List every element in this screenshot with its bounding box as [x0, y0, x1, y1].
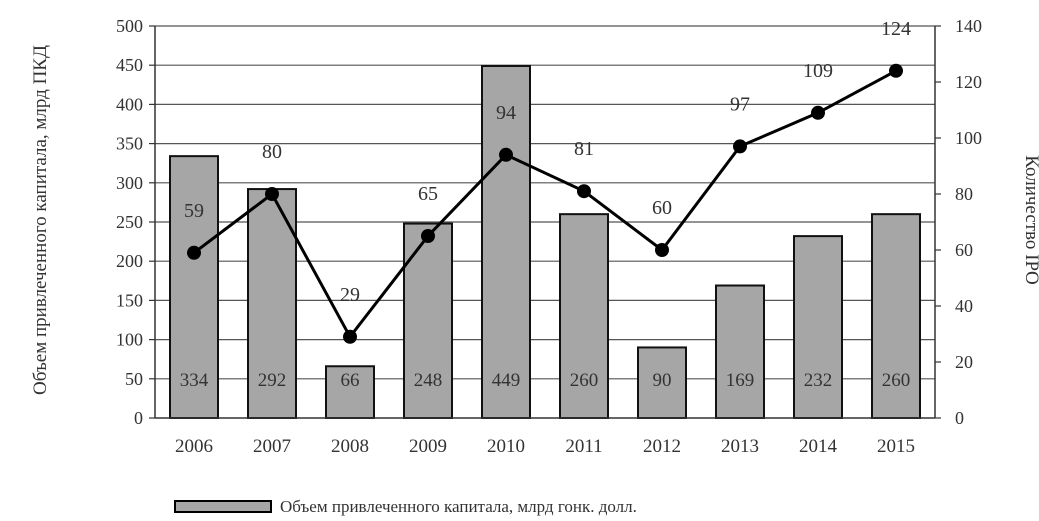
bar-value-label: 169 — [726, 370, 755, 391]
right-tick-label: 80 — [955, 184, 973, 204]
line-value-label: 59 — [184, 200, 204, 222]
x-tick-label: 2010 — [487, 436, 525, 457]
right-tick-label: 40 — [955, 296, 973, 316]
line-value-label: 109 — [803, 60, 833, 82]
line-value-label: 94 — [496, 102, 516, 124]
legend-label: Объем привлеченного капитала, млрд гонк.… — [280, 497, 637, 516]
bar-value-label: 260 — [882, 370, 911, 391]
line-point — [733, 139, 747, 154]
line-point — [811, 105, 825, 120]
line-point — [499, 147, 513, 162]
line-point — [343, 329, 357, 344]
line-value-label: 81 — [574, 138, 594, 160]
bar — [793, 235, 843, 419]
x-tick-label: 2011 — [565, 436, 602, 457]
left-tick-label: 250 — [116, 212, 143, 232]
bar — [871, 213, 921, 419]
x-tick-label: 2006 — [175, 436, 213, 457]
right-tick-label: 100 — [955, 128, 982, 148]
line-value-label: 65 — [418, 183, 438, 205]
left-tick-label: 50 — [125, 369, 143, 389]
left-tick-label: 350 — [116, 134, 143, 154]
bar-value-label: 449 — [492, 370, 521, 391]
bar-value-labels: 334 292 66 248 449 260 90 169 232 260 — [180, 370, 911, 391]
right-axis-ticks: 0 20 40 60 80 100 120 140 — [935, 16, 982, 428]
x-tick-label: 2009 — [409, 436, 447, 457]
x-tick-label: 2015 — [877, 436, 915, 457]
left-tick-label: 100 — [116, 330, 143, 350]
right-tick-label: 140 — [955, 16, 982, 36]
line-value-label: 60 — [652, 197, 672, 219]
left-tick-label: 450 — [116, 55, 143, 75]
line-point — [655, 243, 669, 257]
left-tick-label: 0 — [134, 408, 143, 428]
x-tick-label: 2012 — [643, 436, 681, 457]
bar — [481, 64, 531, 419]
line-point — [577, 184, 591, 199]
x-axis-ticks: 2006 2007 2008 2009 2010 2011 2012 2013 2014 2015 — [175, 436, 915, 457]
line-point — [421, 229, 435, 243]
line-series — [187, 63, 903, 344]
bar — [637, 346, 687, 419]
bar-value-label: 292 — [258, 370, 287, 391]
right-tick-label: 0 — [955, 408, 964, 428]
x-tick-label: 2014 — [799, 436, 838, 457]
bar-value-label: 248 — [414, 370, 443, 391]
right-tick-label: 20 — [955, 352, 973, 372]
bar-value-label: 260 — [570, 370, 599, 391]
legend-swatch — [174, 500, 272, 513]
right-tick-label: 60 — [955, 240, 973, 260]
left-axis-label: Объем привлеченного капитала, млрд ПКД — [30, 45, 51, 395]
legend: Объем привлеченного капитала, млрд гонк.… — [174, 497, 637, 516]
line-point — [187, 245, 201, 260]
x-tick-label: 2013 — [721, 436, 759, 457]
left-tick-label: 150 — [116, 290, 143, 310]
bar-value-label: 232 — [804, 370, 833, 391]
right-tick-label: 120 — [955, 72, 982, 92]
bar-value-label: 334 — [180, 370, 209, 391]
left-tick-label: 400 — [116, 94, 143, 114]
bar — [715, 284, 765, 419]
left-tick-label: 300 — [116, 173, 143, 193]
x-tick-label: 2007 — [253, 436, 291, 457]
x-tick-label: 2008 — [331, 436, 369, 457]
left-axis-ticks: 0 50 100 150 200 250 300 350 400 450 500 — [116, 16, 155, 428]
line-value-labels: 59 80 29 65 94 81 60 97 109 124 — [184, 18, 911, 306]
line-value-label: 124 — [881, 18, 911, 40]
bar-value-label: 66 — [341, 370, 360, 391]
line-point — [265, 187, 279, 201]
line-value-label: 29 — [340, 284, 360, 306]
line-value-label: 80 — [262, 141, 282, 163]
left-tick-label: 200 — [116, 251, 143, 271]
series-line — [193, 69, 897, 340]
bar — [559, 213, 609, 419]
bar-value-label: 90 — [653, 370, 672, 391]
bar — [169, 155, 219, 419]
line-value-label: 97 — [730, 93, 750, 115]
left-tick-label: 500 — [116, 16, 143, 36]
right-axis-label: Количество IPO — [1021, 155, 1039, 285]
line-point — [889, 63, 903, 78]
